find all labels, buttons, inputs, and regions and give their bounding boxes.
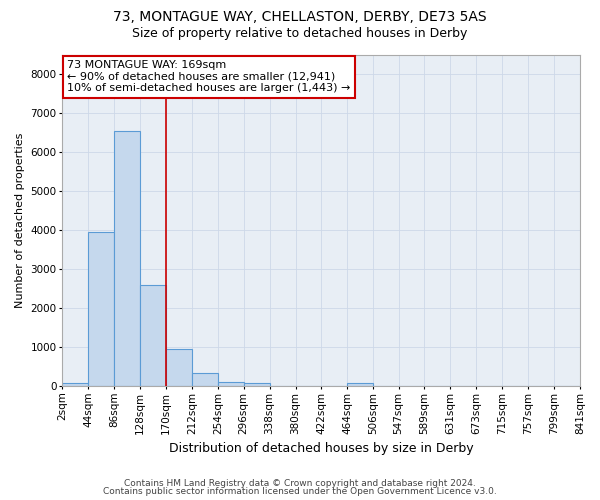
- X-axis label: Distribution of detached houses by size in Derby: Distribution of detached houses by size …: [169, 442, 473, 455]
- Bar: [140, 284, 166, 386]
- Bar: [166, 349, 192, 386]
- Bar: [88, 232, 114, 386]
- Bar: [192, 373, 218, 386]
- Text: Contains public sector information licensed under the Open Government Licence v3: Contains public sector information licen…: [103, 487, 497, 496]
- Bar: [62, 384, 88, 386]
- Bar: [114, 131, 140, 386]
- Y-axis label: Number of detached properties: Number of detached properties: [15, 133, 25, 308]
- Text: Size of property relative to detached houses in Derby: Size of property relative to detached ho…: [133, 28, 467, 40]
- Text: 73, MONTAGUE WAY, CHELLASTON, DERBY, DE73 5AS: 73, MONTAGUE WAY, CHELLASTON, DERBY, DE7…: [113, 10, 487, 24]
- Bar: [347, 384, 373, 386]
- Text: Contains HM Land Registry data © Crown copyright and database right 2024.: Contains HM Land Registry data © Crown c…: [124, 478, 476, 488]
- Bar: [244, 384, 269, 386]
- Text: 73 MONTAGUE WAY: 169sqm
← 90% of detached houses are smaller (12,941)
10% of sem: 73 MONTAGUE WAY: 169sqm ← 90% of detache…: [67, 60, 351, 93]
- Bar: [218, 382, 244, 386]
